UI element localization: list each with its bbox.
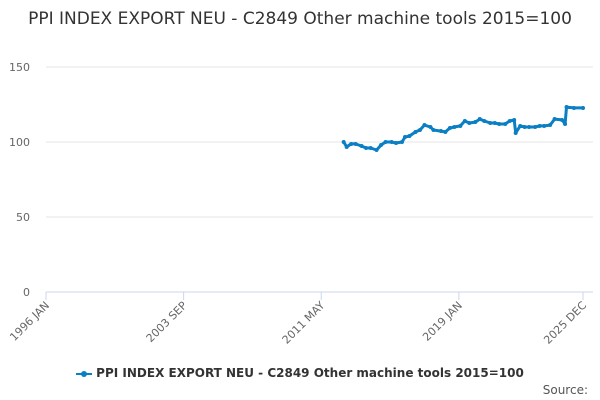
y-tick-label: 0 (23, 286, 30, 299)
data-point (452, 125, 457, 129)
data-point (507, 119, 512, 123)
data-point (428, 125, 433, 129)
data-point (438, 129, 443, 134)
data-point (537, 123, 542, 128)
data-point (368, 146, 373, 150)
data-point (473, 120, 478, 125)
data-point (581, 105, 585, 110)
data-point (402, 135, 407, 140)
data-point (462, 119, 467, 123)
data-point (447, 126, 452, 131)
data-point (503, 122, 508, 126)
data-point (422, 123, 427, 128)
data-point (548, 123, 553, 128)
data-point (560, 117, 565, 122)
data-point (477, 117, 482, 122)
source-label: Source: (542, 383, 588, 397)
data-point (518, 123, 523, 128)
data-point (400, 140, 405, 144)
data-point (563, 122, 568, 126)
data-point (417, 128, 422, 132)
data-point (552, 117, 557, 122)
data-point (467, 120, 472, 125)
chart-title: PPI INDEX EXPORT NEU - C2849 Other machi… (28, 9, 572, 29)
data-point (383, 140, 388, 144)
y-tick-label: 100 (9, 136, 30, 149)
data-point (431, 128, 436, 132)
data-point (349, 141, 354, 146)
data-point (572, 105, 577, 110)
data-point (512, 117, 517, 122)
data-point (389, 140, 394, 144)
data-point (542, 123, 547, 128)
x-tick-label: 2011 MAY (280, 299, 328, 347)
y-tick-label: 50 (16, 211, 30, 224)
legend-swatch (76, 370, 93, 377)
data-point (443, 129, 448, 134)
x-tick-label: 1996 JAN (7, 299, 52, 344)
data-point (488, 120, 493, 125)
data-point (353, 141, 358, 146)
data-point (374, 147, 379, 152)
data-point (564, 105, 569, 110)
series-line (342, 105, 583, 152)
data-point (359, 144, 364, 149)
legend-label: PPI INDEX EXPORT NEU - C2849 Other machi… (96, 366, 524, 380)
data-point (492, 120, 497, 125)
data-point (522, 125, 527, 129)
x-tick-label: 2025 DEC (541, 299, 589, 347)
data-point (458, 123, 463, 128)
data-point (394, 141, 399, 146)
x-tick-label: 2019 JAN (420, 299, 465, 344)
data-point (407, 134, 412, 138)
data-point (513, 131, 518, 135)
y-tick-label: 150 (9, 61, 30, 74)
data-point (527, 125, 532, 129)
data-point (344, 144, 349, 149)
x-tick-label: 2003 SEP (144, 299, 190, 345)
data-point (341, 140, 346, 144)
legend-item[interactable]: PPI INDEX EXPORT NEU - C2849 Other machi… (0, 366, 600, 380)
data-point (413, 129, 418, 134)
data-point (533, 125, 538, 129)
data-point (364, 146, 369, 150)
data-point (379, 143, 384, 147)
data-point (482, 119, 487, 123)
data-point (497, 122, 502, 126)
